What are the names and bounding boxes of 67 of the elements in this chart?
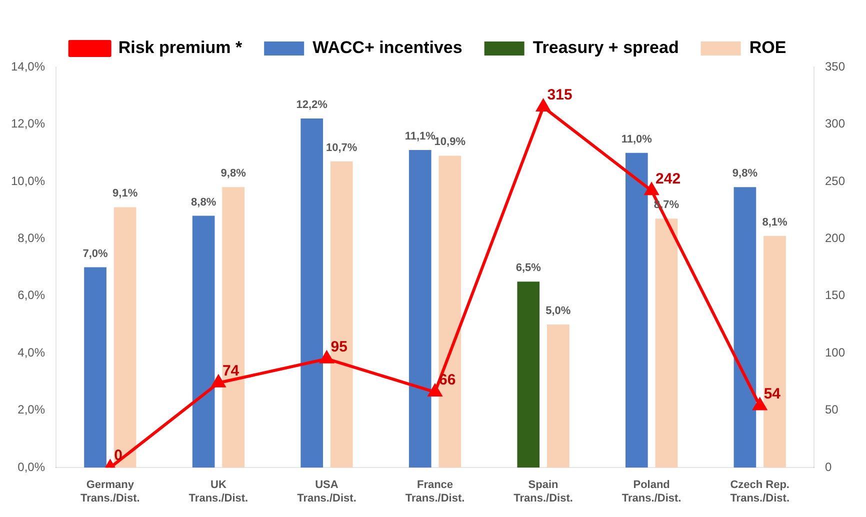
bar: [547, 324, 570, 468]
y-tick-label: 4,0%: [18, 345, 46, 360]
data-label: 11,0%: [621, 133, 652, 146]
bar: [438, 156, 462, 468]
data-label: 9,8%: [732, 168, 758, 180]
y-tick-label: 14,0%: [10, 59, 46, 74]
bar: [330, 161, 353, 468]
bar: [222, 187, 244, 468]
x-tick-label: Czech Rep. Trans./Dist.: [730, 479, 790, 504]
point: [212, 375, 226, 388]
data-label: 9,8%: [220, 168, 246, 180]
data-label: 11,1%: [404, 130, 436, 143]
data-label: 8,1%: [762, 216, 788, 228]
y-tick-label: 6,0%: [18, 288, 46, 302]
data-label: 242: [656, 170, 681, 188]
bar: [517, 282, 540, 468]
y2-tick-label: 200: [824, 231, 846, 245]
point: [428, 384, 442, 397]
x-tick-label: Germany Trans./Dist.: [80, 479, 140, 504]
x-tick-label: UK Trans./Dist.: [188, 479, 248, 504]
point: [320, 351, 334, 364]
data-label: 12,2%: [296, 99, 328, 112]
point: [644, 183, 658, 196]
y2-tick-label: 350: [824, 59, 846, 74]
y-tick-label: 8,0%: [18, 231, 46, 245]
y2-tick-label: 150: [824, 288, 846, 302]
y-tick-label: 2,0%: [18, 402, 46, 417]
bar: [764, 236, 786, 468]
data-label: 95: [330, 338, 348, 356]
y2-tick-label: 50: [824, 402, 839, 417]
bar: [114, 207, 136, 468]
data-label: 10,9%: [434, 136, 466, 148]
legend-label: Treasury + spread: [532, 38, 679, 58]
legend-label: ROE: [749, 38, 786, 58]
y2-tick-label: 100: [824, 345, 846, 360]
data-label: 8,8%: [191, 196, 216, 208]
data-label: 10,7%: [326, 142, 358, 154]
x-tick-label: Spain Trans./Dist.: [514, 479, 573, 504]
data-label: 6,5%: [516, 262, 542, 274]
x-tick-label: France Trans./Dist.: [405, 479, 465, 504]
data-label: 9,1%: [112, 188, 138, 200]
legend-label: Risk premium *: [118, 38, 242, 58]
y-tick-label: 10,0%: [10, 174, 46, 188]
point: [536, 100, 550, 112]
x-tick-label: USA Trans./Dist.: [297, 479, 356, 504]
data-label: 66: [439, 372, 456, 389]
bar: [408, 150, 432, 468]
legend-label: WACC+ incentives: [312, 38, 462, 58]
y2-tick-label: 0: [824, 460, 832, 474]
y2-tick-label: 250: [824, 174, 846, 188]
data-label: 54: [764, 385, 782, 402]
y-tick-label: 12,0%: [10, 116, 46, 131]
point: [753, 398, 767, 410]
y-tick-label: 0,0%: [18, 460, 46, 474]
bar: [84, 267, 106, 468]
bar: [655, 218, 678, 468]
data-label: 74: [222, 362, 240, 380]
data-label: 5,0%: [546, 305, 571, 318]
bar: [300, 118, 323, 468]
bar: [626, 152, 648, 468]
bar: [192, 216, 215, 468]
data-label: 0: [114, 447, 123, 464]
data-label: 315: [547, 86, 572, 104]
data-label: 7,0%: [82, 248, 108, 260]
y2-tick-label: 300: [824, 116, 846, 131]
bar: [734, 187, 756, 468]
x-tick-label: Poland Trans./Dist.: [622, 479, 682, 504]
